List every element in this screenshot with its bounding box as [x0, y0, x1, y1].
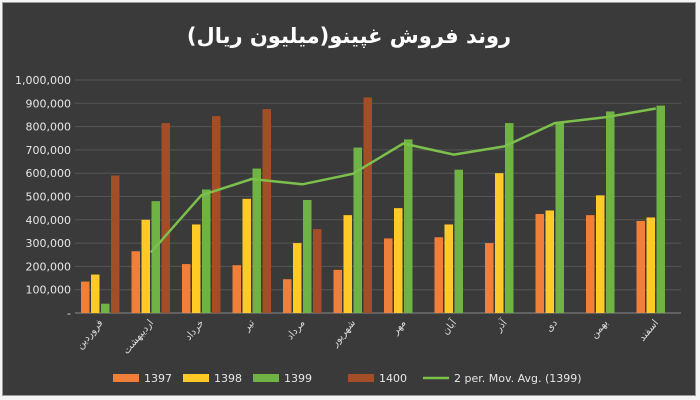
legend-label: 2 per. Mov. Avg. (1399) [454, 372, 582, 385]
bar-1397 [384, 238, 393, 313]
bar-1397 [182, 264, 191, 313]
bar-chart: روند فروش غپینو(میلیون ریال) - 100,000 200… [15, 24, 681, 385]
bar-1400 [313, 229, 322, 313]
x-axis: فروردین اردیبهشت خرداد تیر مرداد شهریور مهر آبا… [75, 316, 661, 357]
bar-1399 [101, 303, 110, 313]
x-tick-label: مهر [390, 318, 409, 338]
bar-1400 [262, 109, 271, 313]
x-tick-label: تیر [241, 318, 257, 335]
legend-swatch-1399 [253, 374, 279, 382]
x-tick-label: خرداد [183, 318, 206, 343]
x-tick-label: آذر [491, 316, 510, 335]
legend-label: 1399 [284, 372, 312, 385]
bar-1399 [151, 201, 160, 313]
chart-panel: روند فروش غپینو(میلیون ریال) - 100,000 200… [2, 2, 696, 396]
bar-1399 [555, 123, 564, 313]
y-tick-label: 400,000 [26, 214, 72, 227]
chart-title: روند فروش غپینو(میلیون ریال) [187, 24, 511, 48]
bar-1397 [232, 265, 241, 313]
x-tick-label: اردیبهشت [121, 318, 156, 357]
bar-1399 [303, 199, 312, 313]
bar-1400 [212, 116, 221, 314]
gridlines [75, 79, 681, 314]
y-tick-label: 1,000,000 [15, 74, 71, 87]
bar-1398 [192, 224, 201, 313]
bar-1399 [252, 168, 261, 313]
y-tick-label: 900,000 [26, 97, 72, 110]
bar-1400 [161, 123, 170, 313]
bar-1398 [495, 173, 504, 313]
x-tick-label: بهمن [589, 318, 611, 341]
bar-1399 [353, 147, 362, 313]
bar-1397 [535, 213, 544, 313]
bar-1398 [646, 217, 655, 313]
bar-1398 [444, 224, 453, 313]
x-tick-label: شهریور [329, 318, 358, 350]
y-tick-label: 300,000 [26, 237, 72, 250]
bar-1397 [586, 215, 595, 313]
bar-1398 [293, 243, 302, 313]
bar-1398 [545, 210, 554, 313]
legend-swatch-1397 [113, 374, 139, 382]
bar-1397 [81, 281, 90, 313]
bar-1399 [505, 123, 514, 313]
bar-1398 [394, 208, 403, 313]
y-tick-label: 500,000 [26, 191, 72, 204]
bar-1399 [404, 139, 413, 313]
bar-1397 [636, 220, 645, 313]
bar-1397 [283, 279, 292, 313]
legend-label: 1398 [214, 372, 242, 385]
bar-1399 [202, 189, 211, 313]
bars [81, 97, 665, 314]
y-tick-label: 600,000 [26, 167, 72, 180]
y-tick-label: - [67, 307, 71, 320]
bar-1397 [434, 237, 443, 313]
bar-1399 [606, 111, 615, 313]
y-tick-label: 700,000 [26, 144, 72, 157]
x-tick-label: آبان [439, 316, 460, 338]
x-tick-label: مرداد [285, 318, 308, 342]
bar-1397 [485, 243, 494, 313]
legend-swatch-1400 [348, 374, 374, 382]
bar-1399 [454, 169, 463, 313]
bar-1398 [91, 274, 100, 313]
bar-1397 [333, 269, 342, 313]
y-tick-label: 100,000 [26, 284, 72, 297]
bar-1397 [131, 251, 140, 313]
bar-1400 [111, 175, 120, 313]
legend: 1397 1398 1399 1400 2 per. Mov. Avg. (1399) [113, 372, 582, 385]
bar-1400 [363, 97, 372, 313]
bar-1398 [141, 219, 150, 313]
y-axis: - 100,000 200,000 300,000 400,000 500,000 600,… [15, 74, 71, 320]
x-tick-label: اسفند [637, 318, 661, 344]
legend-label: 1397 [144, 372, 172, 385]
bar-1398 [343, 215, 352, 313]
trendline [149, 107, 657, 254]
legend-label: 1400 [379, 372, 407, 385]
x-tick-label: دی [544, 318, 560, 334]
moving-average-line [149, 107, 657, 254]
bar-1399 [656, 105, 665, 313]
x-tick-label: فروردین [75, 318, 106, 352]
bar-1398 [596, 195, 605, 313]
y-tick-label: 200,000 [26, 260, 72, 273]
y-tick-label: 800,000 [26, 121, 72, 134]
legend-swatch-1398 [183, 374, 209, 382]
bar-1398 [242, 198, 251, 313]
